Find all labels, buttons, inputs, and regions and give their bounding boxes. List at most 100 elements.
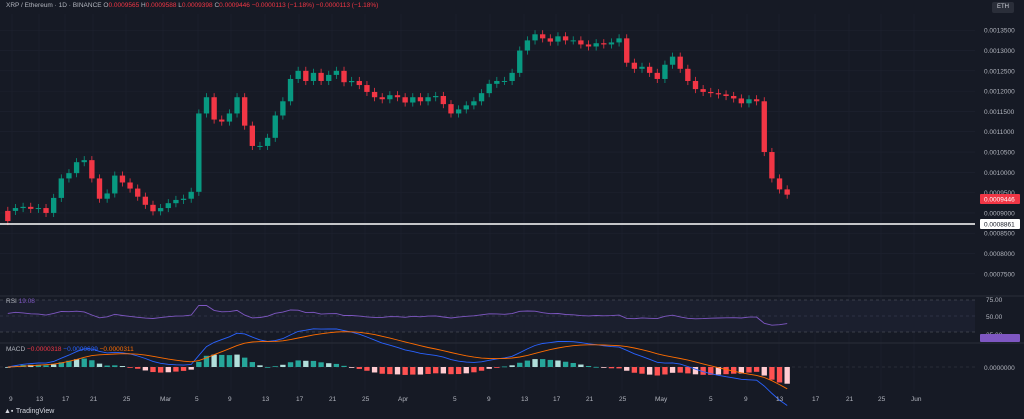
macd-bar <box>188 367 194 370</box>
candle-body <box>669 56 676 65</box>
macd-bar <box>700 367 706 375</box>
time-tick-label: 13 <box>776 396 784 403</box>
price-label-tag: 0.0009446 <box>980 194 1020 204</box>
candle-body <box>685 68 691 81</box>
candle-body <box>318 72 324 81</box>
time-tick-label: 17 <box>62 396 70 403</box>
time-tick-label: Mar <box>160 396 172 403</box>
candle-body <box>73 162 80 174</box>
macd-bar <box>448 367 454 375</box>
candle-body <box>12 208 19 211</box>
price-axis[interactable]: 0.0013500 0.0013000 0.0012500 0.0012000 0.00… <box>984 28 1015 279</box>
macd-bar <box>433 367 439 374</box>
symbol-header[interactable]: XRP / Ethereum · 1D · BINANCE O0.0009565… <box>6 2 378 9</box>
candle-body <box>226 113 233 122</box>
time-tick-label: 25 <box>878 396 886 403</box>
price-tick-label: 0.0009000 <box>984 210 1015 217</box>
candle-body <box>203 97 210 114</box>
candle-body <box>455 109 462 114</box>
candle-body <box>310 72 317 81</box>
candle-body <box>379 97 385 100</box>
rsi-legend[interactable]: RSI 19.08 <box>6 298 35 305</box>
macd-bar <box>234 354 240 367</box>
time-tick-label: 5 <box>195 396 199 403</box>
macd-bar <box>555 360 561 367</box>
candle-body <box>280 101 286 116</box>
candle-body <box>356 80 362 86</box>
macd-legend[interactable]: MACD −0.0000318 −0.0000629 −0.0000311 <box>6 346 134 353</box>
close-label: C <box>214 2 220 9</box>
macd-value-1: −0.0000318 <box>26 346 62 353</box>
time-tick-label: 25 <box>619 396 627 403</box>
time-tick-label: 13 <box>521 396 529 403</box>
macd-bar <box>425 367 431 374</box>
macd-bar <box>104 365 110 367</box>
macd-bar <box>692 367 699 375</box>
candle-body <box>578 40 584 45</box>
candle-body <box>364 85 370 92</box>
macd-bar <box>242 357 248 367</box>
macd-bar <box>570 362 576 367</box>
macd-bar <box>196 361 202 367</box>
candle-body <box>471 101 477 106</box>
price-tick-label: 0.0012000 <box>984 89 1015 96</box>
time-tick-label: 25 <box>362 396 370 403</box>
candle-body <box>20 206 26 209</box>
candle-body <box>219 119 225 122</box>
macd-line <box>7 328 788 406</box>
candle-body <box>119 175 126 183</box>
macd-bar <box>371 367 378 373</box>
currency-button[interactable]: ETH <box>992 2 1014 13</box>
macd-bar <box>410 367 416 375</box>
price-tick-label: 0.0011500 <box>984 109 1015 116</box>
candle-body <box>5 210 11 222</box>
symbol-title[interactable]: XRP / Ethereum · 1D · BINANCE <box>6 2 102 9</box>
time-axis[interactable]: 9 13 17 21 25 Mar 5 9 13 17 21 25 Apr 5 9 13 17 21 25 May 5 9… <box>9 396 922 403</box>
macd-bar <box>173 367 179 372</box>
time-tick-label: 5 <box>453 396 457 403</box>
time-tick-label: Apr <box>398 396 409 403</box>
macd-bar <box>66 360 72 367</box>
macd-bar <box>180 367 187 371</box>
candle-body <box>348 80 355 83</box>
candle-body <box>753 99 760 102</box>
candle-body <box>58 178 64 198</box>
time-tick-label: 9 <box>9 396 13 403</box>
candle-body <box>478 93 485 102</box>
macd-bar <box>249 362 255 367</box>
macd-histogram <box>5 354 790 384</box>
candle-body <box>402 97 408 103</box>
candle-body <box>341 70 347 83</box>
time-tick-label: 13 <box>262 396 270 403</box>
macd-label: MACD <box>6 346 26 353</box>
current-price-label: 0.0009446 <box>984 197 1015 204</box>
macd-bar <box>677 367 683 373</box>
candle-body <box>624 38 630 63</box>
macd-bar <box>738 367 745 374</box>
candle-body <box>616 38 622 43</box>
macd-bar <box>486 367 492 369</box>
candle-body <box>601 43 607 45</box>
candle-body <box>700 89 706 92</box>
macd-bar <box>280 364 286 367</box>
candle-body <box>196 113 202 192</box>
rsi-axis: 75.00 50.00 25.00 <box>986 297 1003 339</box>
candle-body <box>242 97 248 126</box>
macd-bar <box>157 367 164 373</box>
open-value: 0.0009565 <box>108 2 140 9</box>
tradingview-logo[interactable]: ▲▪ TradingView <box>4 408 54 415</box>
change-value: −0.0000113 (−1.18%) <box>251 2 315 9</box>
macd-bar <box>478 367 485 371</box>
macd-bar <box>585 365 592 367</box>
candle-body <box>524 40 531 51</box>
macd-bar <box>73 359 80 367</box>
candle-body <box>50 197 57 213</box>
macd-bar <box>608 367 615 369</box>
macd-bar <box>96 363 103 367</box>
macd-tick: 0.0000000 <box>984 365 1015 372</box>
candle-body <box>333 70 340 75</box>
candle-body <box>211 97 217 120</box>
rsi-value-tag <box>980 334 1020 342</box>
change-value-2: −0.0000113 (−1.18%) <box>315 2 379 9</box>
